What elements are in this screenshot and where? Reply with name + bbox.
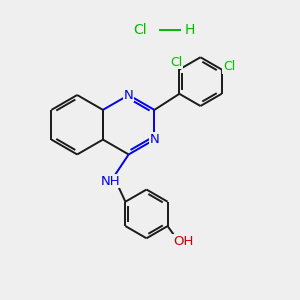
Text: Cl: Cl xyxy=(223,60,235,73)
Text: NH: NH xyxy=(101,175,121,188)
Text: Cl: Cl xyxy=(133,22,146,37)
Text: N: N xyxy=(124,88,134,101)
Text: Cl: Cl xyxy=(170,56,182,68)
Text: H: H xyxy=(185,22,195,37)
Text: OH: OH xyxy=(173,235,193,248)
Text: N: N xyxy=(149,133,159,146)
